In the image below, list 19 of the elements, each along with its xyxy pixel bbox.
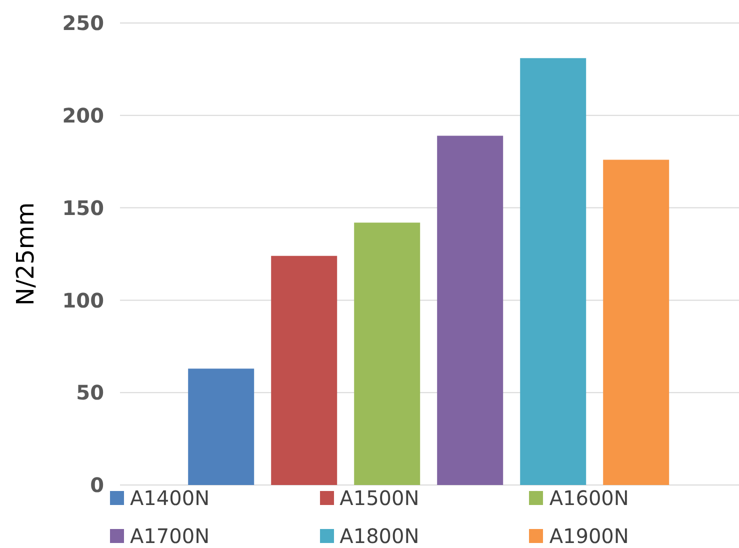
bar [437,136,504,485]
y-tick-label: 100 [62,288,104,312]
bar [188,368,254,485]
legend-label: A1900N [549,524,629,548]
legend-label: A1700N [130,524,210,548]
bar [271,256,338,485]
legend-label: A1800N [340,524,420,548]
bar [354,222,420,485]
y-axis-title: N/25mm [12,202,40,306]
legend-label: A1400N [130,486,210,510]
y-tick-label: 150 [62,196,104,220]
bar [603,160,670,485]
y-tick-label: 50 [76,380,104,405]
y-tick-label: 0 [90,473,104,498]
legend-label: A1600N [549,486,629,510]
bar [520,58,586,485]
y-tick-label: 200 [62,104,104,128]
y-tick-label: 250 [62,11,104,36]
legend-label: A1500N [340,486,420,510]
